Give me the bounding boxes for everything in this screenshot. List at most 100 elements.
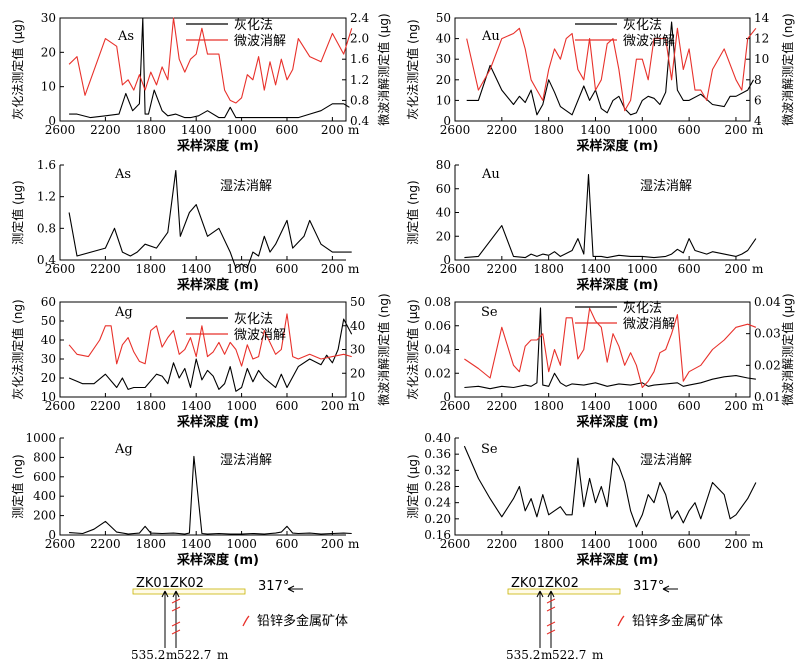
x-tick-label: 2200: [487, 399, 518, 413]
y-tick-label: 80: [436, 158, 451, 172]
y-tick-label: 20: [41, 371, 56, 385]
legend-label: 微波消解: [234, 34, 286, 49]
series-line-灰化法: [68, 318, 353, 392]
x-tick-label: 1400: [580, 399, 611, 413]
x-tick-label: 2200: [90, 262, 121, 276]
x-tick-label: 1000: [226, 537, 257, 551]
y-tick-label: 30: [41, 11, 56, 25]
y-tick-label: 0.24: [424, 496, 451, 510]
y-tick-label: 600: [33, 470, 56, 484]
y-tick-label: 0: [443, 114, 451, 128]
legend-label: 灰化法: [234, 18, 273, 33]
y-axis-title-left: 灰化法测定值 (ng): [405, 19, 420, 119]
chart-as-ash: 2600 2200 1800 1400 1000 600 200 m 采样深度 (m) 0 10 20…: [10, 11, 391, 154]
y-tick-label: 20: [436, 73, 451, 87]
x-axis-title: 采样深度 (m): [176, 277, 259, 293]
y-tick-label: 50: [436, 11, 451, 25]
x-tick-label: 2200: [90, 123, 121, 137]
plot-frame: [454, 17, 751, 122]
x-axis-title: 采样深度 (m): [576, 138, 659, 154]
x-unit-label: m: [348, 123, 360, 137]
x-tick-label: 1400: [181, 123, 212, 137]
y-tick-label: 0.04: [424, 343, 451, 357]
y-tick-label-right: 12: [754, 32, 769, 46]
x-tick-label: 200: [321, 262, 344, 276]
x-tick-label: 600: [678, 123, 701, 137]
y-tick-label: 40: [436, 206, 451, 220]
orientation-arrow-icon: [287, 585, 303, 593]
x-tick-label: 1400: [580, 537, 611, 551]
x-axis-title: 采样深度 (m): [576, 414, 659, 430]
y-tick-label-right: 0.04: [754, 295, 781, 309]
method-label: 湿法消解: [640, 453, 692, 468]
plot-frame: [454, 301, 751, 398]
y-tick-label: 10: [41, 390, 56, 404]
x-tick-label: 600: [276, 123, 299, 137]
x-tick-label: 2600: [440, 537, 471, 551]
series-line-灰化法: [466, 21, 754, 116]
y-tick-label-right: 1.2: [350, 73, 369, 87]
legend-label: 灰化法: [623, 301, 662, 316]
y-tick-label: 800: [33, 450, 56, 464]
depth-unit: m: [166, 648, 178, 662]
y-tick-label-right: 6: [754, 93, 762, 107]
x-tick-label: 2200: [487, 537, 518, 551]
ore-body-mark: [546, 598, 556, 635]
x-axis-title: 采样深度 (m): [176, 414, 259, 430]
chart-element-label: Au: [481, 167, 500, 182]
y-tick-label: 40: [436, 32, 451, 46]
legend-label: 灰化法: [234, 312, 273, 327]
x-tick-label: 1800: [136, 262, 167, 276]
borehole-depth-1: 535.2: [131, 648, 165, 662]
y-tick-label: 0.08: [424, 295, 451, 309]
method-label: 湿法消解: [220, 453, 272, 468]
orientation-angle: 317°: [258, 579, 289, 594]
borehole-arrow-2: [547, 590, 555, 598]
chart-se-wet: 2600 2200 1800 1400 1000 600 200 m 采样深度 (m) 0.16 0…: [405, 431, 764, 568]
borehole-depth-2: 522.7: [552, 648, 586, 662]
x-tick-label: 1000: [627, 399, 658, 413]
x-unit-label: m: [348, 262, 360, 276]
ore-body-mark: [171, 598, 181, 635]
y-axis-title-left: 测定值 (ng): [405, 180, 420, 244]
chart-ag-wet: 2600 2200 1800 1400 1000 600 200 m 采样深度 (m) 0 200 4…: [10, 431, 360, 568]
chart-element-label: As: [117, 29, 134, 44]
x-tick-label: 2200: [90, 537, 121, 551]
method-label: 湿法消解: [220, 179, 272, 194]
x-tick-label: 200: [724, 399, 747, 413]
y-tick-label: 50: [41, 314, 56, 328]
y-axis-title-left: 测定值 (μg): [10, 180, 25, 244]
y-tick-label: 30: [436, 52, 451, 66]
y-tick-label-right: 0.02: [754, 358, 781, 372]
chart-se-ash: 2600 2200 1800 1400 1000 600 200 m 采样深度 (m) 0 0.02…: [405, 293, 795, 430]
x-unit-label: m: [752, 537, 764, 551]
y-tick-label: 0.16: [424, 528, 451, 542]
x-unit-label: m: [752, 399, 764, 413]
y-tick-label: 1.2: [37, 190, 56, 204]
y-tick-label-right: 2.0: [350, 32, 369, 46]
y-tick-label-right: 8: [754, 73, 762, 87]
y-tick-label: 0: [443, 253, 451, 267]
series-line-灰化法: [464, 307, 756, 390]
y-tick-label: 0.28: [424, 480, 451, 494]
legend-label: 灰化法: [623, 18, 662, 33]
x-tick-label: 1000: [627, 123, 658, 137]
x-tick-label: 1400: [181, 399, 212, 413]
borehole-arrow-2: [172, 590, 180, 598]
x-unit-label: m: [348, 537, 360, 551]
x-tick-label: 2600: [45, 399, 76, 413]
legend-label: 微波消解: [623, 317, 675, 332]
x-axis-title: 采样深度 (m): [576, 277, 659, 293]
y-tick-label-right: 14: [754, 11, 770, 25]
x-tick-label: 2600: [45, 123, 76, 137]
y-tick-label: 0.4: [37, 253, 56, 267]
borehole-depth-1: 535.2: [506, 648, 540, 662]
y-tick-label-right: 20: [350, 366, 365, 380]
y-axis-title-left: 灰化法测定值 (μg): [405, 299, 420, 399]
x-tick-label: 2600: [440, 262, 471, 276]
y-tick-label: 60: [41, 295, 56, 309]
x-unit-label: m: [348, 399, 360, 413]
chart-as-wet: 2600 2200 1800 1400 1000 600 200 m 采样深度 (m) 0.4 0.…: [10, 158, 360, 293]
